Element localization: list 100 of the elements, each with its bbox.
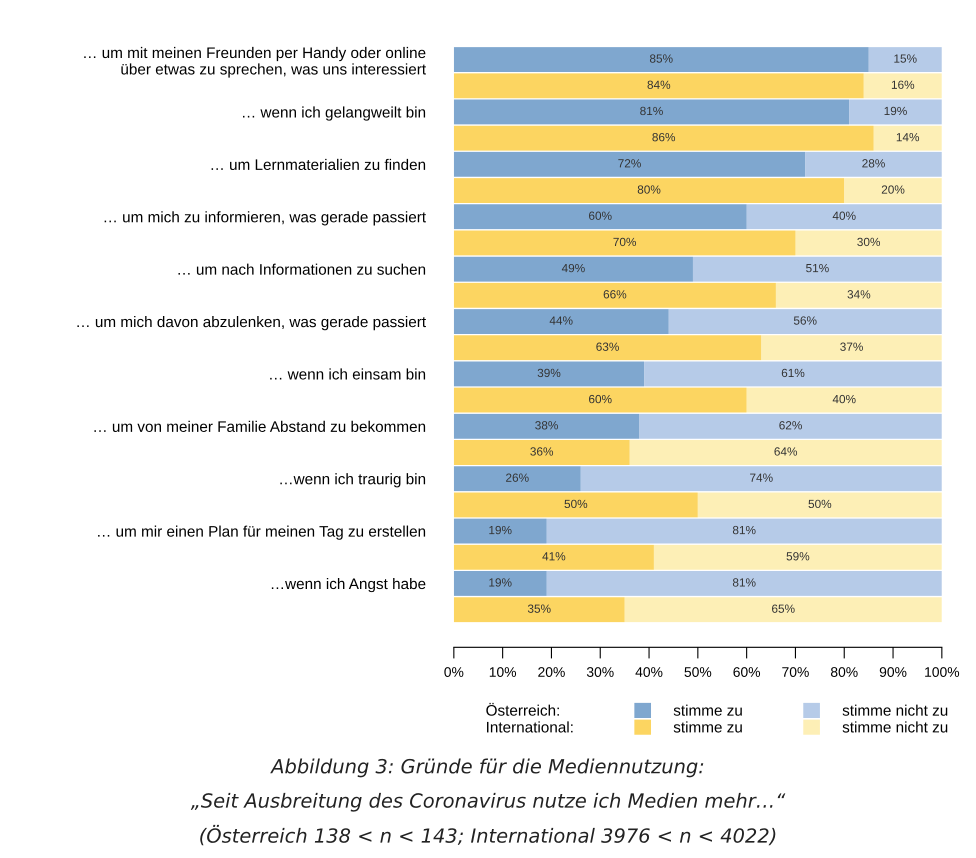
x-tick-label: 90% [880,667,906,677]
data-label: 84% [648,80,670,89]
bar [692,256,942,282]
y-tick-label: …wenn ich Angst habe [272,578,426,592]
data-label: 39% [538,368,560,378]
data-label: 26% [506,474,529,482]
bar [761,335,942,360]
bar [698,492,942,518]
data-label: 38% [535,421,558,430]
data-label: 56% [794,316,817,325]
y-tick-label: … um mich zu informieren, was gerade passiert [104,211,426,226]
bar [454,309,669,334]
bar [454,544,654,570]
bar [454,335,762,360]
legend-label: stimme zu [674,704,742,716]
bar [868,47,942,72]
bar [546,518,942,544]
bar [864,73,942,98]
data-label: 36% [530,447,554,456]
bar [454,230,796,256]
bar [644,361,942,386]
data-label: 62% [779,421,802,430]
data-label: 41% [542,552,566,560]
data-label: 20% [882,185,904,194]
y-tick-label: …wenn ich traurig bin [280,473,426,488]
bar [454,100,850,124]
bar [454,388,747,413]
bar [795,230,942,256]
y-tick-label: … um nach Informationen zu suchen [178,264,426,275]
x-tick-label: 30% [586,667,614,677]
data-label: 37% [840,342,863,351]
data-label: 40% [832,394,856,404]
bar [668,309,942,334]
x-tick-label: 50% [684,667,712,677]
text: International: [487,721,573,733]
data-label: 72% [618,159,641,168]
bar [454,518,547,544]
x-tick-label: 20% [538,667,565,677]
data-label: 81% [732,526,756,534]
data-label: 44% [550,316,573,325]
bar [454,256,693,282]
data-label: 63% [596,342,619,351]
bar [630,440,942,465]
y-tick-label: … um mit meinen Freunden per Handy oder online über etwas zu sprechen, was uns interessiert [84,46,426,78]
text: Abbildung 3: Gründe für die Mediennutzung: [270,758,704,778]
y-tick-label: … um Lernmaterialien zu finden [212,158,426,170]
data-label: 19% [489,578,512,587]
legend-label: stimme nicht zu [842,721,948,733]
bar [454,152,806,177]
data-label: 51% [806,264,829,272]
data-label: 81% [732,578,756,587]
bar [849,100,942,124]
data-label: 59% [786,552,810,560]
legend-label: stimme nicht zu [842,704,948,716]
bar [805,152,942,177]
bar [624,597,942,622]
bar [546,571,942,596]
text: „Seit Ausbreitung des Coronavirus nutze ich Medien mehr…“ [190,792,786,812]
data-label: 64% [774,447,798,456]
data-label: 15% [894,54,917,63]
data-label: 28% [862,159,885,168]
data-label: 34% [848,290,870,298]
bar [776,282,942,308]
bar [454,466,581,492]
data-label: 60% [589,212,612,220]
bar [746,204,942,230]
bar [454,204,747,230]
data-label: 81% [640,106,663,116]
data-label: 50% [808,500,832,508]
data-label: 66% [604,290,626,298]
bar [874,126,942,151]
data-label: 14% [896,133,920,142]
bar [454,178,844,203]
bar [454,126,874,151]
x-tick-label: 70% [782,667,809,677]
x-tick-label: 60% [733,667,760,677]
y-tick-label: … um mir einen Plan für meinen Tag zu erstellen [98,526,426,540]
bar [454,492,698,518]
x-tick-label: 80% [830,667,858,677]
y-tick-label: … um mich davon abzulenken, was gerade passiert [77,316,426,330]
bar [454,414,640,439]
bar [639,414,942,439]
bar [454,361,644,386]
x-tick-label: 10% [490,667,516,677]
bar [454,571,547,596]
data-label: 86% [652,132,676,142]
bar [580,466,942,492]
data-label: 40% [832,212,856,220]
bar [746,388,942,413]
data-label: 60% [589,394,612,404]
text: Österreich: [486,702,559,716]
bar [454,597,625,622]
x-tick-label: 100% [925,667,960,677]
y-tick-label: … um von meiner Familie Abstand zu bekommen [94,420,426,432]
data-label: 61% [782,368,804,378]
data-label: 80% [638,185,660,194]
x-tick-label: 0% [444,667,464,677]
data-label: 35% [528,604,551,613]
bar [654,544,942,570]
bar [454,282,776,308]
